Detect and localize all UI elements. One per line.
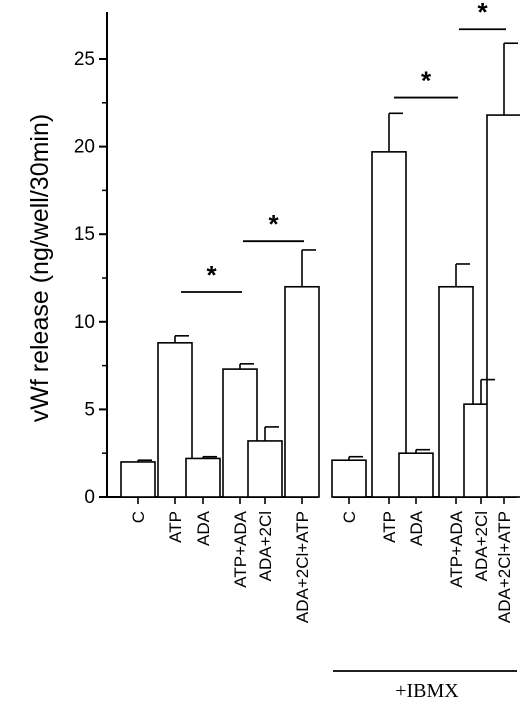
x-tick-label: ATP	[380, 511, 399, 543]
x-tick-label: ADA+2Cl	[472, 511, 491, 581]
x-tick-label: ADA	[407, 510, 426, 546]
error-bars	[137, 42, 518, 462]
y-axis-label: vWf release (ng/well/30min)	[26, 114, 54, 422]
y-tick-labels: 0 5 10 15 20 25	[74, 49, 95, 508]
significance-star: *	[206, 260, 217, 290]
significance-star: *	[421, 66, 432, 96]
bar	[120, 461, 156, 498]
y-tick-label: 25	[74, 49, 95, 70]
significance-star: *	[268, 209, 279, 239]
bar	[331, 459, 367, 498]
y-tick-label: 10	[74, 312, 95, 333]
x-tick-label: ADA	[194, 510, 213, 546]
x-tick-label: C	[340, 511, 359, 523]
bar	[486, 114, 520, 498]
x-tick-label: ADA+2Cl+ATP	[495, 511, 514, 623]
y-tick-label: 15	[74, 224, 95, 245]
x-tick-label: ADA+2Cl	[256, 511, 275, 581]
significance-markers: * * * *	[181, 0, 506, 293]
x-tick-label: ATP+ADA	[231, 510, 250, 587]
x-tick-label: ATP+ADA	[447, 510, 466, 587]
y-tick-label: 0	[84, 487, 95, 508]
bar	[284, 285, 320, 498]
x-tick-label: ADA+2Cl+ATP	[293, 511, 312, 623]
y-tick-label: 5	[84, 399, 95, 420]
group-label: +IBMX	[395, 680, 459, 702]
group-annotations: +IBMX	[333, 670, 517, 702]
y-tick-label: 20	[74, 137, 95, 158]
bars	[120, 114, 520, 498]
bar	[398, 452, 434, 498]
significance-star: *	[477, 0, 488, 27]
x-tick-label: C	[129, 511, 148, 523]
bar	[371, 151, 407, 498]
x-tick-label: ATP	[166, 511, 185, 543]
x-tick-labels: C ATP ADA ATP+ADA ADA+2Cl ADA+2Cl+ATP C ATP ADA A…	[129, 510, 514, 623]
bar	[247, 440, 283, 498]
bar	[185, 457, 221, 498]
